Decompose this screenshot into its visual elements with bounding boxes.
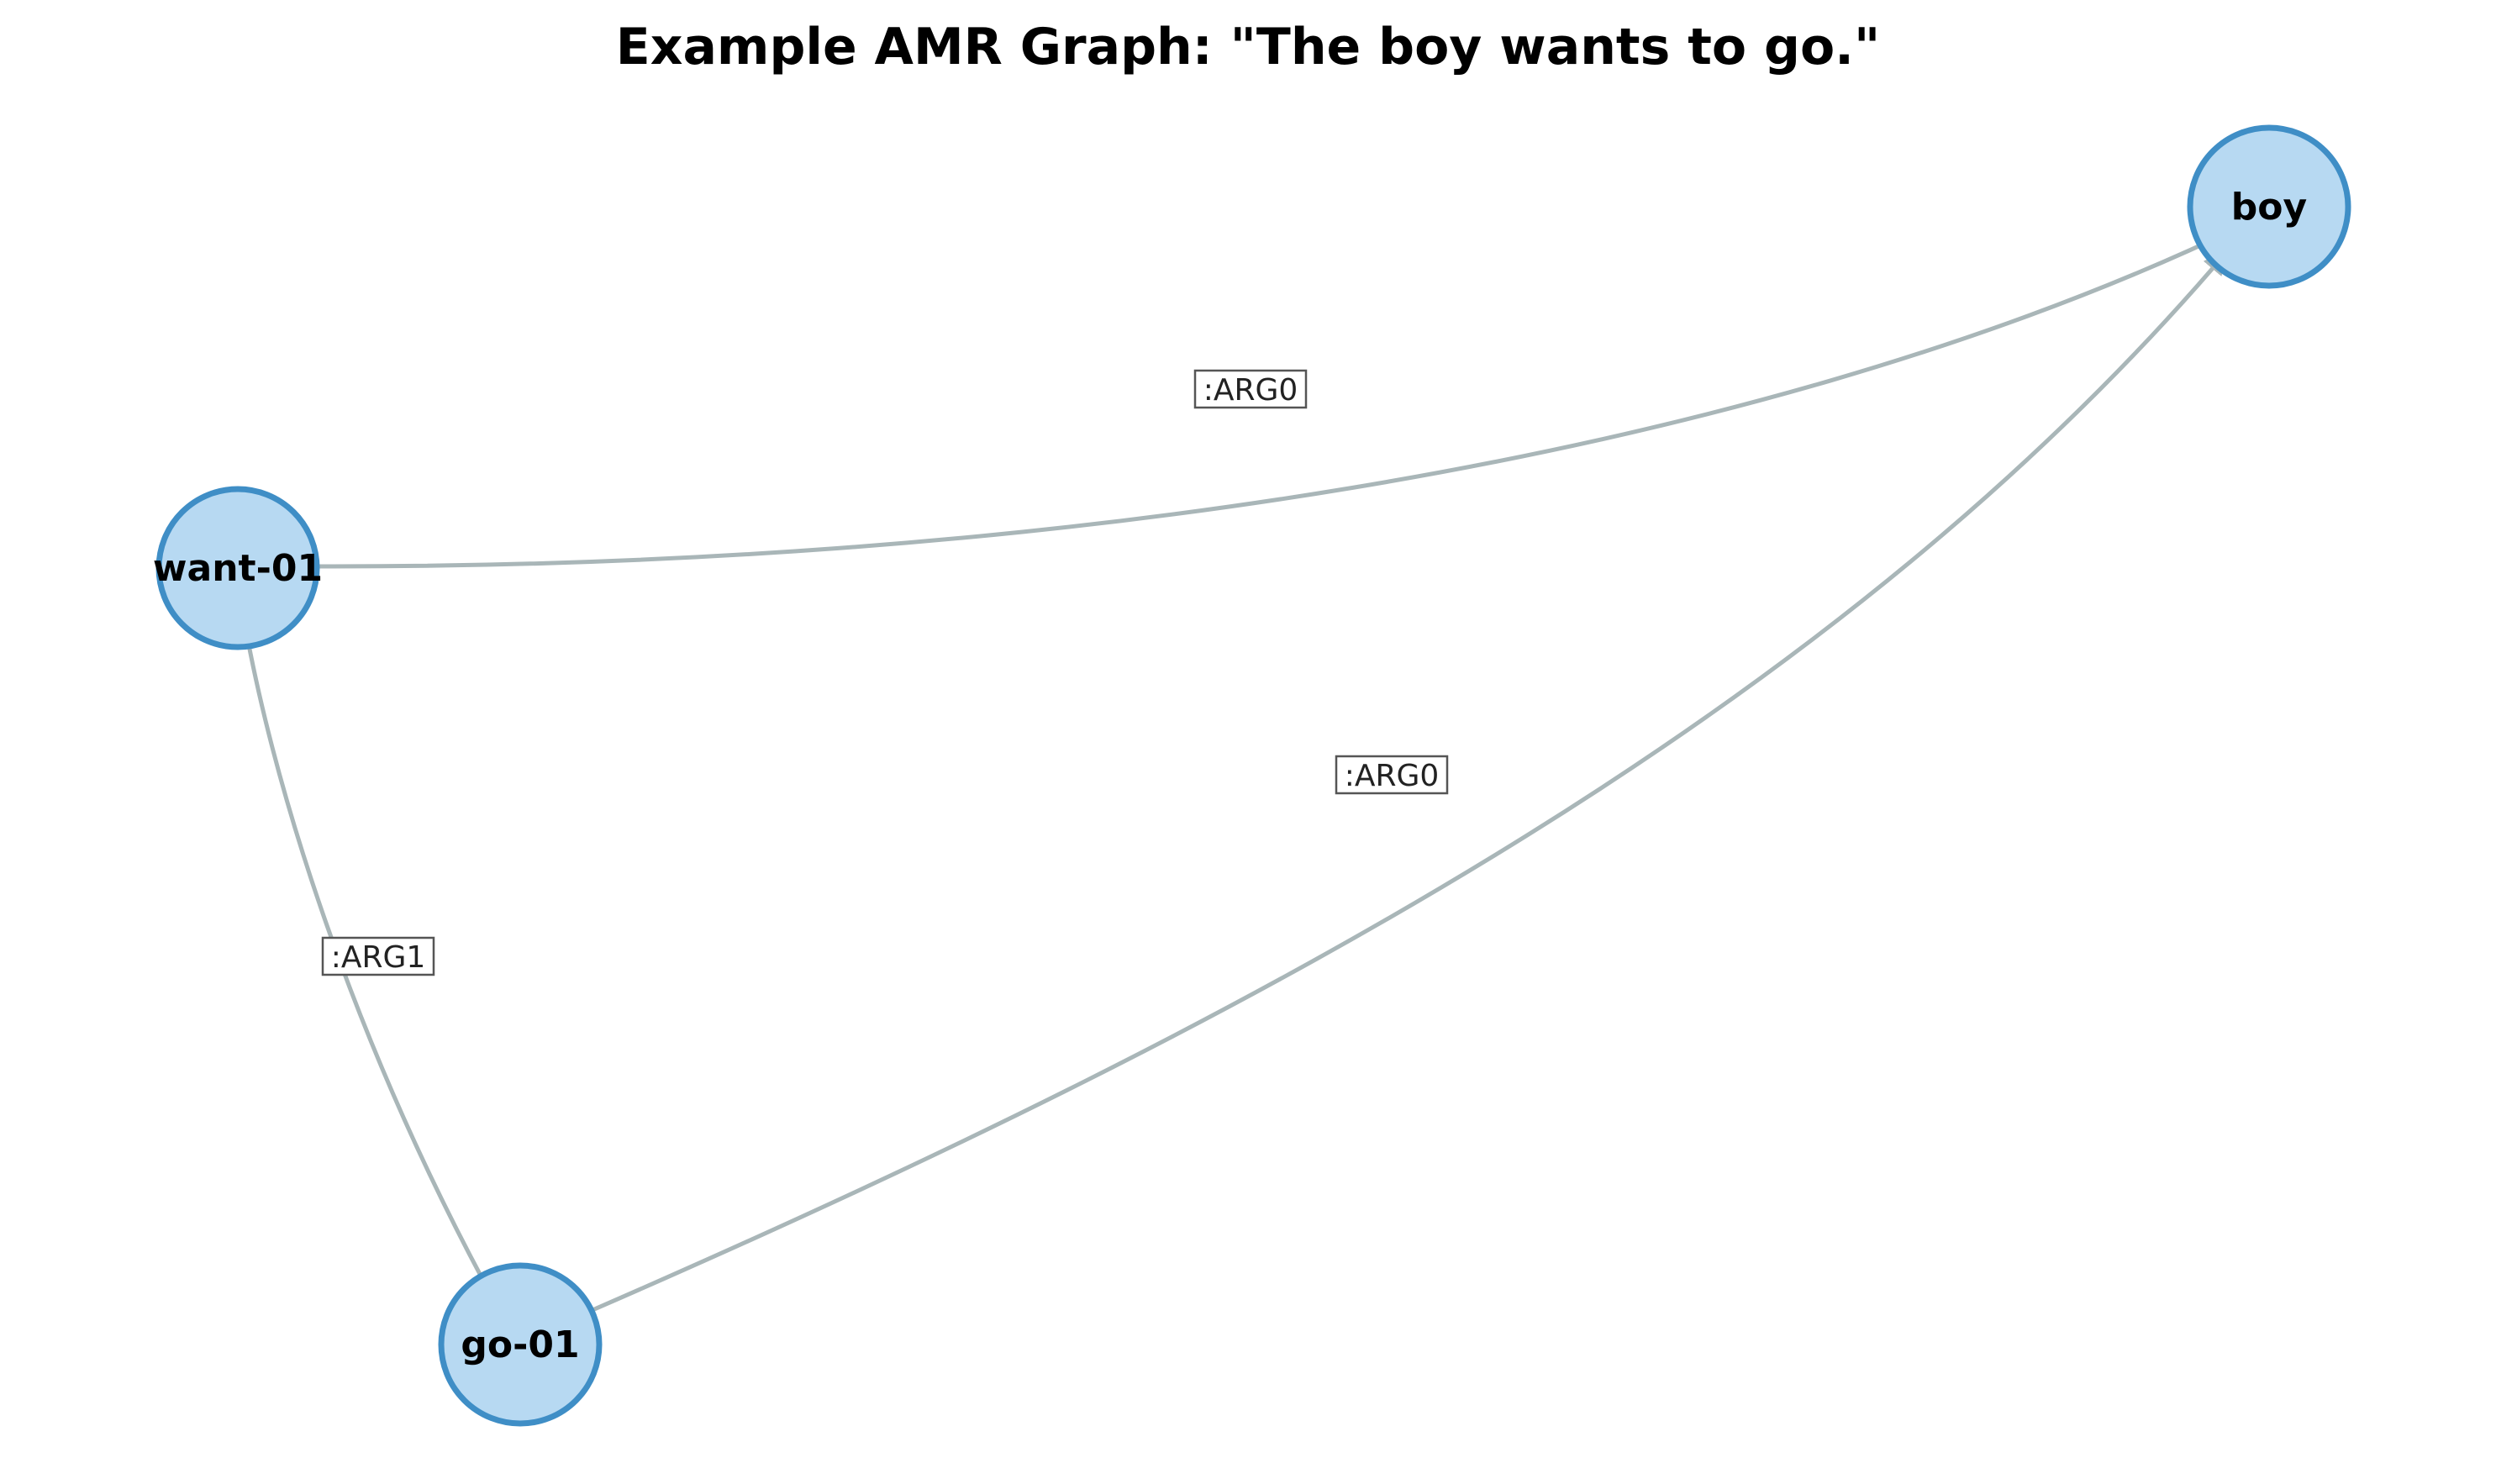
node-want-01: want-01 <box>153 486 323 650</box>
edge-want-go <box>238 597 505 1319</box>
edge-label-text: :ARG0 <box>1345 759 1440 793</box>
edge-label-go-boy: :ARG0 <box>1335 755 1449 795</box>
diagram-title: Example AMR Graph: "The boy wants to go.… <box>616 18 1880 76</box>
node-boy: boy <box>2187 124 2351 289</box>
edge-go-boy <box>592 246 2231 1313</box>
edge-want-boy <box>314 218 2256 569</box>
edge-label-want-boy: :ARG0 <box>1193 369 1308 409</box>
node-label: want-01 <box>153 547 323 590</box>
node-layer: want-01 boy go-01 <box>153 124 2351 1427</box>
edge-label-want-go: :ARG1 <box>321 936 435 976</box>
node-label: boy <box>2231 186 2307 229</box>
edge-label-text: :ARG1 <box>331 940 426 975</box>
node-label: go-01 <box>461 1323 579 1366</box>
node-go-01: go-01 <box>438 1262 603 1427</box>
edge-label-text: :ARG0 <box>1203 373 1298 408</box>
edge-labels: :ARG0 :ARG1 :ARG0 <box>321 369 1449 976</box>
edge-layer <box>238 218 2256 1319</box>
